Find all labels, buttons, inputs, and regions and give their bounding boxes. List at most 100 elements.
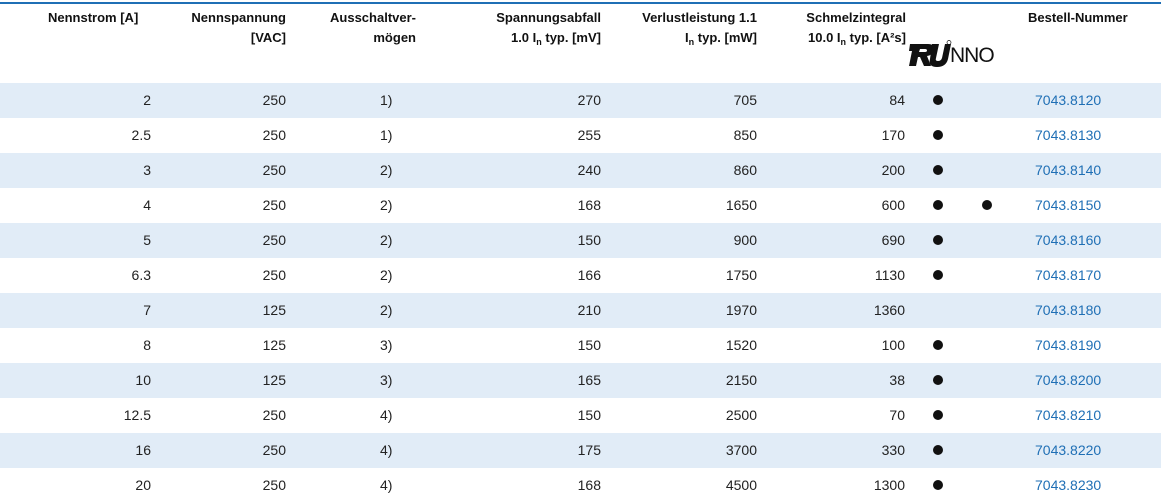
ul-dot xyxy=(933,410,943,420)
subscript: n xyxy=(536,37,542,47)
cell-number: 705 xyxy=(733,92,757,108)
cell-breaking: 2) xyxy=(380,302,393,318)
order-number[interactable]: 7043.8180 xyxy=(1035,302,1102,318)
header-cell: Ausschaltver-mögen xyxy=(330,8,416,48)
cell-number: 150 xyxy=(577,407,601,423)
cell-number: 900 xyxy=(733,232,757,248)
cell-number: 1130 xyxy=(874,267,905,283)
order-number[interactable]: 7043.8190 xyxy=(1035,337,1102,353)
cell-number: 1750 xyxy=(725,267,757,283)
order-number[interactable]: 7043.8140 xyxy=(1035,162,1102,178)
cell-number: 20 xyxy=(135,477,151,493)
cell-number: 2 xyxy=(143,92,151,108)
header-text: Schmelzintegral xyxy=(806,10,906,25)
ul-dot xyxy=(933,270,943,280)
cell-number: 2500 xyxy=(725,407,757,423)
table-row xyxy=(0,153,1161,188)
cell-breaking: 4) xyxy=(380,442,393,458)
cell-number: 5 xyxy=(143,232,151,248)
cell-number: 210 xyxy=(577,302,601,318)
cell-number: 7 xyxy=(143,302,151,318)
header-text: 1.0 I xyxy=(510,30,537,45)
cell-number: 250 xyxy=(262,442,286,458)
header-text: [VAC] xyxy=(250,30,286,45)
order-number[interactable]: 7043.8210 xyxy=(1035,407,1102,423)
header-text: typ. [mV] xyxy=(541,30,601,45)
cell-number: 12.5 xyxy=(123,407,151,423)
cell-number: 1970 xyxy=(725,302,757,318)
header-text: I xyxy=(685,30,689,45)
table-row xyxy=(0,258,1161,293)
order-number[interactable]: 7043.8150 xyxy=(1035,197,1102,213)
top-rule xyxy=(0,2,1161,4)
cell-breaking: 1) xyxy=(380,127,393,143)
header-line: Bestell-Nummer xyxy=(1028,8,1128,28)
cell-breaking: 3) xyxy=(380,372,393,388)
ul-dot xyxy=(933,200,943,210)
cell-number: 250 xyxy=(262,232,286,248)
header-text: Nennstrom [A] xyxy=(48,10,139,25)
cell-number: 150 xyxy=(577,337,601,353)
cell-number: 70 xyxy=(889,407,905,423)
cell-number: 125 xyxy=(262,302,286,318)
ul-dot xyxy=(933,340,943,350)
cell-number: 690 xyxy=(881,232,905,248)
cell-number: 84 xyxy=(889,92,905,108)
order-number[interactable]: 7043.8130 xyxy=(1035,127,1102,143)
ul-dot xyxy=(933,130,943,140)
order-number[interactable]: 7043.8170 xyxy=(1035,267,1102,283)
table-row xyxy=(0,293,1161,328)
header-cell: Verlustleistung 1.1 In typ. [mW] xyxy=(642,8,757,48)
header-line: Schmelzintegral xyxy=(806,8,906,28)
cell-number: 250 xyxy=(262,162,286,178)
header-line: Spannungsabfall xyxy=(496,8,601,28)
cell-number: 600 xyxy=(881,197,905,213)
header-line: Ausschaltver- xyxy=(330,8,416,28)
order-number[interactable]: 7043.8120 xyxy=(1035,92,1102,108)
cell-number: 4 xyxy=(143,197,151,213)
cell-number: 100 xyxy=(881,337,905,353)
table-row xyxy=(0,433,1161,468)
ul-dot xyxy=(933,95,943,105)
table-row xyxy=(0,83,1161,118)
ul-dot xyxy=(933,480,943,490)
table-row xyxy=(0,468,1161,503)
header-line: Nennspannung xyxy=(191,8,286,28)
cell-breaking: 4) xyxy=(380,407,393,423)
order-number[interactable]: 7043.8230 xyxy=(1035,477,1102,493)
cell-breaking: 3) xyxy=(380,337,393,353)
order-number[interactable]: 7043.8220 xyxy=(1035,442,1102,458)
cell-number: 250 xyxy=(262,267,286,283)
cell-number: 150 xyxy=(577,232,601,248)
table-row xyxy=(0,223,1161,258)
cell-breaking: 1) xyxy=(380,92,393,108)
order-number[interactable]: 7043.8200 xyxy=(1035,372,1102,388)
table-row xyxy=(0,118,1161,153)
cell-number: 3 xyxy=(143,162,151,178)
cell-number: 1520 xyxy=(725,337,757,353)
nno-mark: NNO xyxy=(950,44,995,67)
cell-number: 38 xyxy=(889,372,905,388)
cell-number: 166 xyxy=(577,267,601,283)
ul-dot xyxy=(933,235,943,245)
table-row xyxy=(0,398,1161,433)
header-text: Spannungsabfall xyxy=(496,10,601,25)
header-line: mögen xyxy=(330,28,416,48)
header-text: Bestell-Nummer xyxy=(1028,10,1128,25)
table-row xyxy=(0,363,1161,398)
cell-breaking: 2) xyxy=(380,232,393,248)
cell-number: 1300 xyxy=(873,477,905,493)
cell-number: 8 xyxy=(143,337,151,353)
cell-number: 125 xyxy=(262,337,286,353)
cell-number: 170 xyxy=(881,127,905,143)
cell-number: 4500 xyxy=(725,477,757,493)
header-cell: Nennspannung [VAC] xyxy=(191,8,286,48)
cell-number: 250 xyxy=(262,477,286,493)
cell-number: 240 xyxy=(577,162,601,178)
cell-number: 168 xyxy=(577,477,601,493)
header-line: 10.0 In typ. [A²s] xyxy=(806,28,906,48)
header-line: Verlustleistung 1.1 xyxy=(642,8,757,28)
order-number[interactable]: 7043.8160 xyxy=(1035,232,1102,248)
cell-number: 125 xyxy=(262,372,286,388)
